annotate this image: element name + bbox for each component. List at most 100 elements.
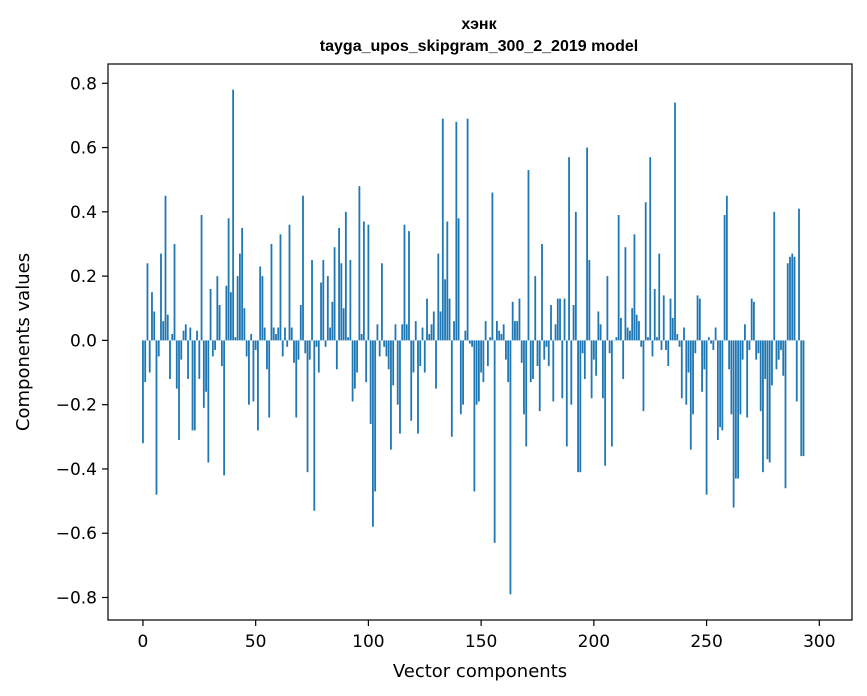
- bar-275: [762, 340, 764, 473]
- bar-1: [144, 340, 147, 383]
- bar-267: [744, 324, 746, 341]
- bar-163: [509, 340, 512, 595]
- x-tick-label: 50: [245, 632, 267, 652]
- bar-290: [795, 340, 798, 402]
- bar-72: [304, 340, 307, 354]
- bar-11: [166, 314, 169, 341]
- bar-64: [286, 340, 289, 347]
- bar-181: [550, 305, 552, 341]
- bar-78: [317, 340, 320, 373]
- bar-241: [685, 340, 688, 405]
- y-tick-label: 0.4: [70, 203, 97, 223]
- bar-132: [439, 311, 442, 341]
- bar-194: [579, 340, 582, 473]
- bar-104: [376, 324, 379, 341]
- bar-100: [367, 224, 370, 341]
- bar-169: [523, 340, 525, 415]
- bar-263: [734, 340, 737, 479]
- bar-166: [516, 321, 519, 341]
- bar-103: [374, 340, 377, 492]
- bar-244: [692, 340, 694, 415]
- bar-159: [500, 333, 503, 341]
- bar-20: [187, 340, 189, 379]
- bar-26: [200, 215, 203, 341]
- bar-7: [157, 340, 160, 357]
- bar-249: [703, 340, 706, 370]
- bar-110: [390, 340, 392, 450]
- x-tick-label: 150: [465, 632, 497, 652]
- y-tick-label: −0.6: [56, 524, 97, 544]
- bar-164: [511, 301, 514, 341]
- bar-160: [502, 324, 505, 341]
- bar-84: [331, 301, 334, 341]
- bar-114: [399, 340, 401, 434]
- bar-145: [468, 340, 471, 344]
- bar-58: [272, 327, 275, 341]
- bar-215: [626, 327, 629, 341]
- bar-45: [243, 308, 246, 341]
- bar-96: [358, 186, 361, 341]
- bar-106: [381, 263, 383, 341]
- bar-226: [651, 340, 654, 357]
- bar-125: [423, 340, 426, 373]
- bar-89: [342, 308, 345, 341]
- bar-148: [475, 340, 478, 405]
- x-tick-label: 300: [803, 632, 835, 652]
- bar-220: [638, 321, 640, 341]
- bar-113: [396, 340, 399, 405]
- plot-frame: [107, 63, 853, 621]
- bar-192: [574, 211, 577, 341]
- bar-187: [563, 298, 566, 341]
- bar-66: [290, 327, 293, 341]
- bar-203: [599, 324, 602, 341]
- bar-116: [403, 224, 406, 341]
- bar-189: [568, 157, 570, 341]
- bar-270: [750, 298, 753, 341]
- bar-122: [417, 340, 419, 434]
- bar-175: [536, 340, 539, 367]
- bar-256: [719, 340, 722, 428]
- bar-197: [586, 147, 588, 341]
- bar-182: [552, 340, 555, 402]
- y-tick-label: 0.8: [70, 74, 97, 94]
- bar-247: [698, 298, 701, 341]
- bar-188: [565, 340, 568, 447]
- bar-80: [322, 260, 325, 341]
- bar-115: [401, 324, 404, 341]
- bar-63: [284, 327, 286, 341]
- bar-253: [712, 340, 715, 351]
- bar-246: [696, 295, 699, 341]
- bar-41: [234, 337, 237, 341]
- x-tick-label: 100: [352, 632, 384, 652]
- bar-173: [532, 340, 534, 379]
- bar-208: [610, 340, 613, 447]
- bar-88: [340, 263, 343, 341]
- bar-171: [527, 170, 530, 341]
- bar-225: [649, 157, 652, 341]
- bar-70: [299, 305, 302, 341]
- bar-87: [338, 227, 340, 341]
- bar-150: [480, 340, 483, 373]
- bar-240: [683, 327, 685, 341]
- bar-56: [268, 340, 271, 418]
- bar-138: [453, 321, 455, 341]
- bar-168: [520, 340, 523, 363]
- bar-133: [441, 118, 444, 341]
- bar-144: [466, 118, 469, 341]
- bar-119: [410, 340, 413, 421]
- bar-13: [171, 333, 174, 341]
- y-tick-label: −0.8: [56, 589, 97, 609]
- bar-142: [462, 340, 464, 405]
- bar-279: [771, 340, 773, 386]
- bar-235: [671, 317, 674, 341]
- bar-262: [732, 340, 735, 508]
- bar-19: [184, 324, 187, 341]
- bar-202: [597, 311, 600, 341]
- y-tick-label: −0.4: [56, 460, 97, 480]
- bar-233: [667, 340, 670, 367]
- bar-16: [178, 340, 180, 441]
- bar-38: [227, 218, 230, 341]
- bars-group: [142, 89, 805, 595]
- bar-219: [635, 314, 638, 341]
- bar-91: [347, 337, 350, 341]
